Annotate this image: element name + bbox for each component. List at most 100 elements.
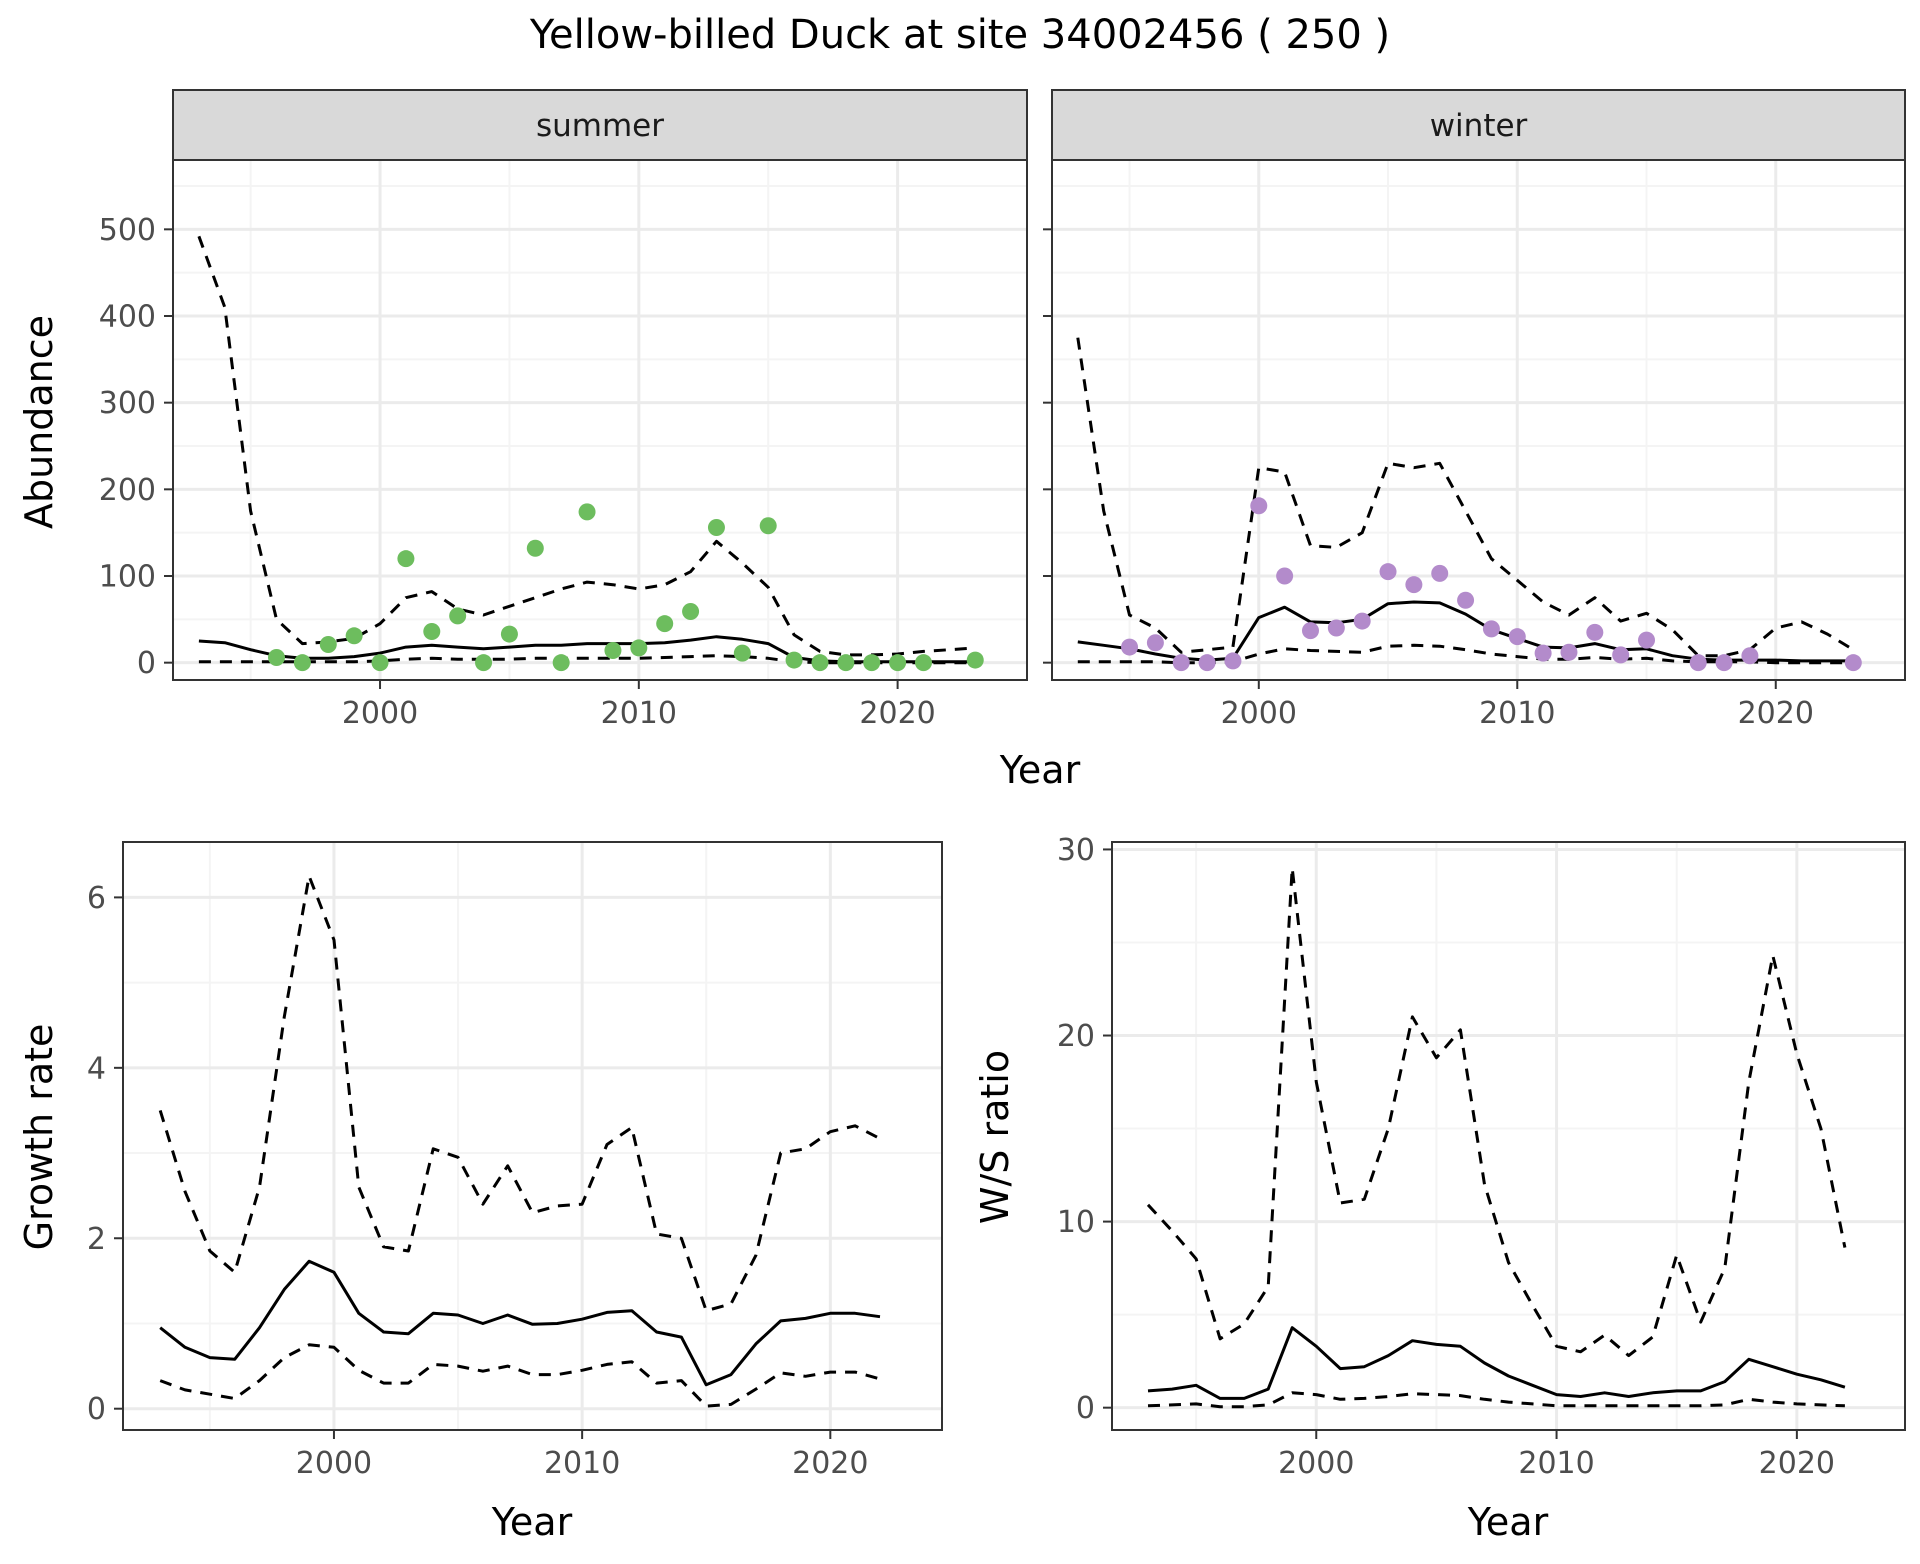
summer-upper-bound-line: [197, 235, 976, 657]
summer-data-point: [733, 644, 751, 662]
y-tick-label: 300: [99, 386, 156, 421]
summer-plot-background: [173, 160, 1027, 680]
winter-data-point: [1844, 654, 1862, 672]
ws-upper-bound-line: [1146, 866, 1847, 1358]
winter-data-point: [1560, 643, 1578, 661]
winter-data-point: [1250, 497, 1268, 515]
growth-rate-panel: 2000 2010 2020 0 2 4 6: [87, 841, 943, 1481]
x-tick-label: 2020: [792, 1446, 868, 1481]
growth-plot-background: [123, 842, 942, 1430]
summer-facet-strip: [172, 89, 1028, 161]
ws-panel-border: [1111, 841, 1906, 1431]
summer-data-point: [268, 648, 286, 666]
summer-data-point: [785, 651, 803, 669]
growth-x-axis-title: Year: [491, 1500, 573, 1544]
winter-data-point: [1172, 654, 1190, 672]
winter-data-point: [1405, 576, 1423, 594]
summer-lower-bound-line: [198, 654, 976, 665]
winter-facet-strip: [1051, 89, 1906, 161]
growth-mean-line: [159, 1259, 881, 1387]
summer-data-point: [423, 622, 441, 640]
winter-data-point: [1198, 654, 1216, 672]
summer-data-point: [345, 627, 363, 645]
summer-data-point: [371, 654, 389, 672]
y-tick-label: 500: [99, 213, 156, 248]
ws-lower-bound-line: [1147, 1391, 1845, 1409]
winter-data-point: [1353, 612, 1371, 630]
ws-ratio-panel: 2000 2010 2020 0 10 20 30: [1057, 833, 1906, 1481]
winter-data-point: [1379, 563, 1397, 581]
winter-data-point: [1741, 647, 1759, 665]
x-tick-label: 2000: [1278, 1446, 1354, 1481]
summer-data-point: [475, 654, 493, 672]
summer-data-point: [656, 615, 674, 633]
winter-data-point: [1224, 652, 1242, 670]
y-tick-label: 4: [87, 1051, 106, 1086]
summer-data-point: [863, 654, 881, 672]
summer-data-point: [811, 654, 829, 672]
winter-data-point: [1457, 591, 1475, 609]
x-tick-label: 2010: [601, 696, 677, 731]
winter-data-point: [1715, 654, 1733, 672]
growth-upper-bound-line: [158, 874, 881, 1313]
summer-data-point: [319, 635, 337, 653]
winter-data-point: [1482, 620, 1500, 638]
winter-plot-background: [1052, 160, 1905, 680]
winter-data-point: [1638, 631, 1656, 649]
summer-data-point: [526, 539, 544, 557]
y-tick-label: 30: [1057, 833, 1095, 868]
summer-data-point: [500, 625, 518, 643]
summer-data-point: [682, 603, 700, 621]
summer-data-point: [889, 654, 907, 672]
y-tick-label: 20: [1057, 1019, 1095, 1054]
x-tick-label: 2020: [1738, 696, 1814, 731]
x-tick-label: 2010: [1479, 696, 1555, 731]
y-tick-label: 0: [1076, 1391, 1095, 1426]
x-tick-label: 2000: [296, 1446, 372, 1481]
ws-x-axis-title: Year: [1467, 1500, 1549, 1544]
summer-data-point: [914, 654, 932, 672]
winter-data-point: [1121, 638, 1139, 656]
winter-data-point: [1431, 564, 1449, 582]
winter-data-point: [1276, 567, 1294, 585]
winter-data-point: [1612, 646, 1630, 664]
ws-plot-background: [1112, 842, 1905, 1430]
abundance-summer-panel: summer 2000 2010 2020 0 100 200 300 400 500: [99, 89, 1028, 731]
summer-data-point: [759, 517, 777, 535]
winter-data-point: [1508, 628, 1526, 646]
ws-y-axis-title: W/S ratio: [973, 1050, 1017, 1224]
summer-data-point: [578, 503, 596, 521]
y-tick-label: 2: [87, 1222, 106, 1257]
summer-data-point: [449, 607, 467, 625]
abundance-x-axis-title: Year: [999, 748, 1081, 792]
summer-data-point: [552, 654, 570, 672]
summer-facet-label: summer: [536, 108, 664, 144]
summer-data-point: [630, 639, 648, 657]
x-tick-label: 2010: [1518, 1446, 1594, 1481]
ws-mean-line: [1147, 1326, 1846, 1400]
winter-data-point: [1146, 634, 1164, 652]
abundance-y-axis-title: Abundance: [17, 315, 61, 529]
y-tick-label: 0: [87, 1392, 106, 1427]
summer-data-point: [837, 654, 855, 672]
winter-data-point: [1534, 644, 1552, 662]
winter-facet-label: winter: [1430, 108, 1528, 144]
winter-data-point: [1586, 623, 1604, 641]
x-tick-label: 2000: [1221, 696, 1297, 731]
y-tick-label: 10: [1057, 1205, 1095, 1240]
y-tick-label: 6: [87, 881, 106, 916]
y-tick-label: 400: [99, 300, 156, 335]
growth-y-axis-title: Growth rate: [17, 1024, 61, 1251]
summer-data-point: [966, 651, 984, 669]
summer-data-point: [397, 550, 415, 568]
abundance-winter-panel: winter 2000 2010 2020: [1043, 89, 1906, 731]
winter-data-point: [1327, 619, 1345, 637]
y-tick-label: 100: [99, 560, 156, 595]
y-tick-label: 0: [137, 646, 156, 681]
growth-panel-border: [122, 841, 943, 1431]
summer-data-point: [293, 654, 311, 672]
summer-data-point: [707, 518, 725, 536]
x-tick-label: 2020: [859, 696, 935, 731]
